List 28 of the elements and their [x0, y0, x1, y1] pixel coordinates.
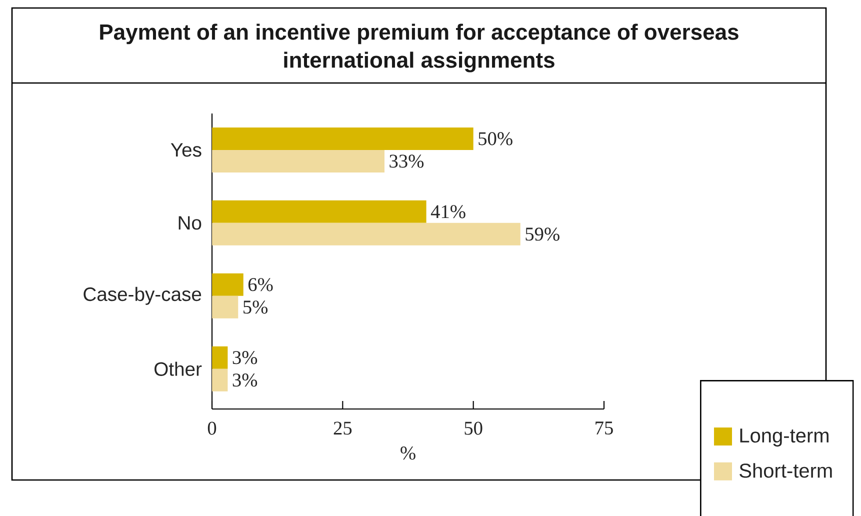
y-tick-label: No	[178, 216, 202, 230]
bar	[212, 273, 244, 296]
data-label: 59%	[526, 228, 560, 241]
bar	[212, 296, 238, 318]
y-tick-label: Other	[154, 362, 202, 376]
bar	[212, 368, 228, 392]
bar	[212, 127, 474, 150]
bar	[212, 222, 520, 246]
x-tick-label: 50	[464, 422, 482, 435]
legend-label: Long-term	[740, 428, 828, 447]
data-label: 3%	[232, 351, 258, 364]
x-tick-label: 75	[596, 422, 613, 435]
y-tick-label: Case-by-case	[84, 286, 202, 305]
data-label: 33%	[390, 154, 424, 168]
bar	[212, 150, 384, 172]
data-label: 50%	[478, 132, 512, 146]
legend-label: Short-term	[740, 463, 832, 478]
data-label: 3%	[232, 374, 258, 387]
chart-title: Payment of an incentive premium for acceptance of overseas international assignments	[100, 24, 738, 72]
bar	[212, 346, 228, 369]
bar	[212, 200, 426, 223]
x-tick-label: 25	[334, 422, 352, 435]
data-label: 5%	[244, 300, 268, 314]
x-tick-label: 0	[208, 422, 216, 435]
data-label: 41%	[430, 205, 466, 218]
y-tick-label: Yes	[170, 143, 202, 157]
data-label: 6%	[248, 278, 273, 292]
x-axis-title: %	[400, 446, 416, 460]
